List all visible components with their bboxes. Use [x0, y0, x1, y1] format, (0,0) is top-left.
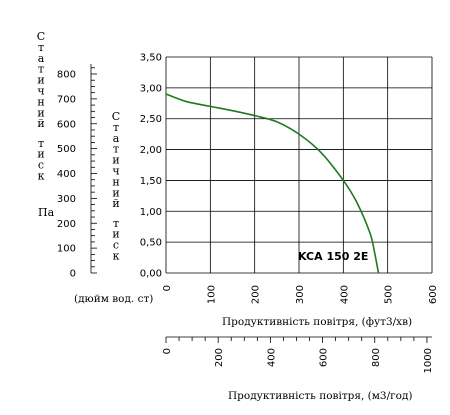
- axis-label-letter: С: [37, 30, 45, 43]
- pa-tick-label: 800: [57, 70, 76, 81]
- series-line: [165, 93, 380, 274]
- pa-axis: 0 100 200 300 400 500 600 700 800: [57, 64, 97, 280]
- pa-tick-label: 200: [57, 219, 76, 230]
- axis-label-letter: й: [112, 197, 119, 210]
- axis-label-letter: т: [113, 217, 119, 230]
- pa-unit-label: Па: [38, 206, 55, 219]
- y-tick-labels: 0,00 0,50 1,00 1,50 2,00 2,50 3,00 3,50: [140, 53, 162, 280]
- axis-label-letter: т: [113, 121, 119, 134]
- x-tick-label: 200: [251, 285, 262, 304]
- y-tick-label: 2,50: [140, 114, 162, 125]
- axis-label-letter: и: [37, 74, 44, 87]
- x2-tick-label: 600: [319, 348, 330, 367]
- x2-tick-label: 800: [371, 348, 382, 367]
- axis-label-letter: и: [112, 186, 119, 199]
- axis-label-letter: ч: [112, 165, 119, 178]
- x-tick-labels: 0 100 200 300 400 500 600: [162, 285, 439, 304]
- axis-label-letter: й: [37, 117, 44, 130]
- axis-label-letter: с: [38, 159, 44, 172]
- plot-area: [165, 56, 433, 274]
- y-tick-label: 1,50: [140, 176, 162, 187]
- x2-tick-label: 200: [214, 348, 225, 367]
- axis-label-letter: и: [112, 154, 119, 167]
- x2-axis-title: Продуктивність повітря, (м3/год): [228, 390, 413, 402]
- axis-label-letter: к: [113, 250, 120, 263]
- x-tick-label: 500: [384, 285, 395, 304]
- axis-label-letter: и: [112, 228, 119, 241]
- axis-label-letter: а: [38, 52, 45, 65]
- x-tick-label: 400: [339, 285, 350, 304]
- x-tick-label: 600: [428, 285, 439, 304]
- pa-tick-label: 400: [57, 169, 76, 180]
- x2-tick-label: 400: [266, 348, 277, 367]
- axis-label-letter: а: [113, 132, 120, 145]
- pa-tick-label: 100: [57, 244, 76, 255]
- series-annotation: KCA 150 2E: [298, 250, 368, 263]
- x-tick-label: 0: [162, 285, 173, 291]
- y-tick-label: 3,50: [140, 53, 162, 64]
- y-tick-label: 1,00: [140, 207, 162, 218]
- axis-label-letter: т: [38, 63, 44, 76]
- pa-tick-label: 300: [57, 194, 76, 205]
- axis-label-letter: и: [37, 106, 44, 119]
- axis-label-letter: ч: [37, 85, 44, 98]
- pa-tick-label: 600: [57, 119, 76, 130]
- x2-tick-label: 1000: [423, 348, 434, 373]
- axis-label-letter: С: [112, 110, 120, 123]
- axis-label-letter: т: [38, 137, 44, 150]
- y-tick-label: 0,50: [140, 238, 162, 249]
- pa-tick-label: 700: [57, 94, 76, 105]
- axis-label-letter: н: [112, 175, 119, 188]
- x-tick-label: 300: [295, 285, 306, 304]
- secondary-x-axis: 0 200 400 600 800 1000: [162, 336, 434, 373]
- axis-label-letter: с: [113, 239, 119, 252]
- y-tick-label: 2,00: [140, 145, 162, 156]
- axis-label-letter: т: [113, 143, 119, 156]
- x2-tick-label: 0: [162, 348, 173, 354]
- axis-label-letter: и: [37, 148, 44, 161]
- pa-tick-label: 0: [70, 269, 76, 280]
- y-tick-label: 3,00: [140, 83, 162, 94]
- x-axis-title: Продуктивність повітря, (фут3/хв): [222, 316, 412, 328]
- axis-label-letter: т: [38, 41, 44, 54]
- axis-label-letter: н: [37, 95, 44, 108]
- x-tick-label: 100: [206, 285, 217, 304]
- pa-tick-label: 500: [57, 144, 76, 155]
- y-tick-label: 0,00: [140, 269, 162, 280]
- ylabel-unit: (дюйм вод. ст): [74, 293, 153, 305]
- axis-label-letter: к: [38, 170, 45, 183]
